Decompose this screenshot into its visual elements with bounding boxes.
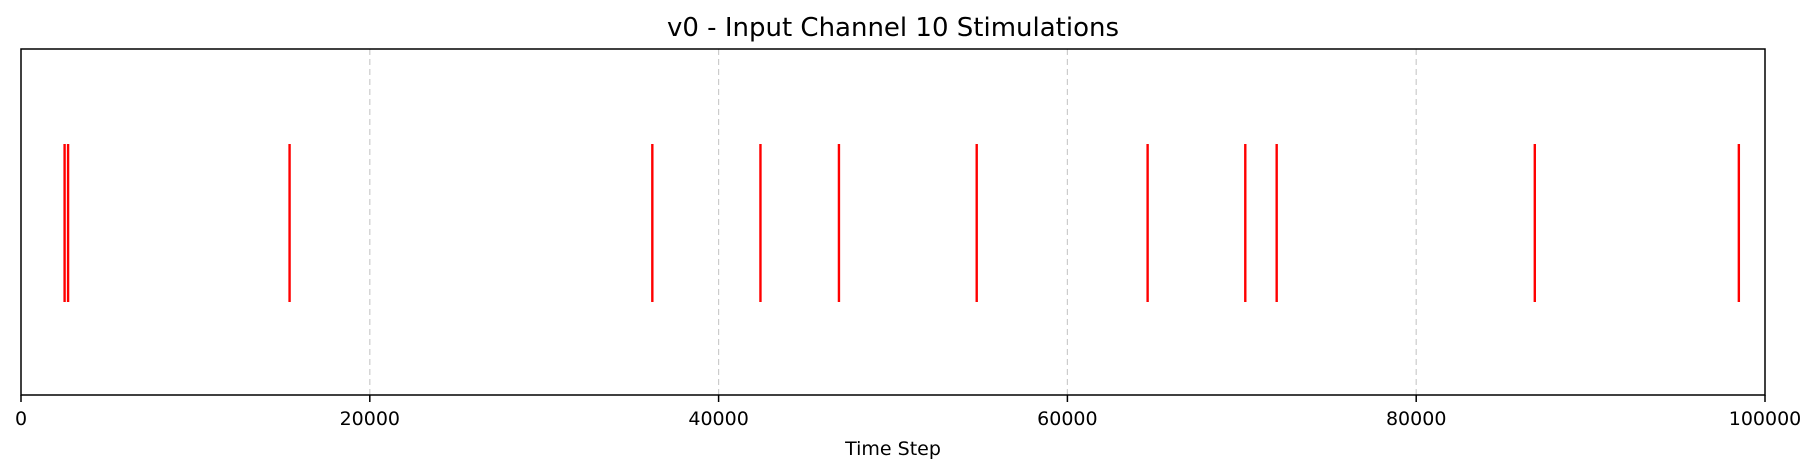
x-tick-label-40000: 40000: [688, 408, 748, 430]
x-axis-label: Time Step: [844, 438, 941, 460]
plot-area: [20, 48, 1766, 396]
chart-title: v0 - Input Channel 10 Stimulations: [667, 13, 1119, 43]
x-tick-label-80000: 80000: [1386, 408, 1446, 430]
x-tick-label-0: 0: [15, 408, 27, 430]
x-tick-label-60000: 60000: [1037, 408, 1097, 430]
x-axis-ticks: 0 20000 40000 60000 80000 100000: [15, 395, 1801, 430]
grid-lines: [369, 49, 1417, 395]
event-marks: [63, 144, 1741, 302]
x-tick-label-20000: 20000: [340, 408, 400, 430]
x-tick-label-100000: 100000: [1729, 408, 1802, 430]
